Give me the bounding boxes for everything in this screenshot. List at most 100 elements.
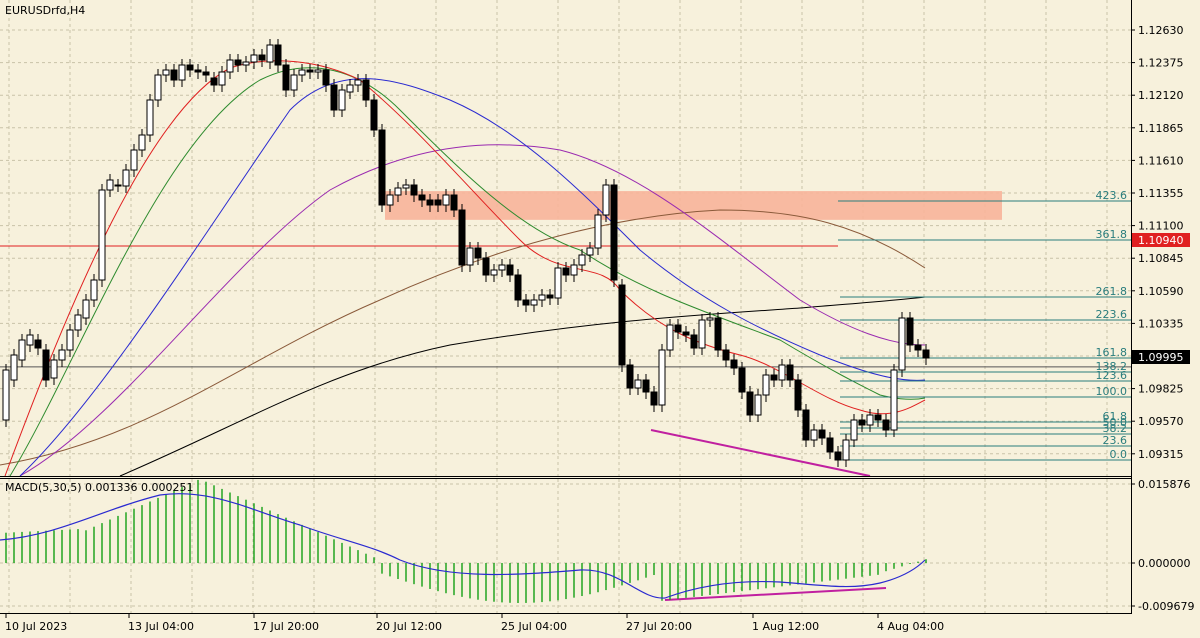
- macd-axis-label: -0.009679: [1138, 600, 1194, 613]
- candle: [586, 247, 594, 256]
- candle: [706, 317, 714, 321]
- candle: [26, 334, 34, 346]
- candle: [394, 187, 402, 196]
- candle: [786, 364, 794, 381]
- candle: [234, 59, 242, 66]
- candle: [58, 349, 66, 361]
- price-axis-label: 1.10590: [1138, 285, 1184, 298]
- moving-average-line: [19, 78, 926, 477]
- candle: [482, 257, 490, 276]
- candle: [506, 264, 514, 276]
- candle: [610, 184, 618, 281]
- candle: [322, 69, 330, 86]
- candle: [810, 429, 818, 441]
- price-axis-label: 1.12630: [1138, 24, 1184, 37]
- price-axis-label: 1.09315: [1138, 448, 1184, 461]
- grid: [0, 0, 1131, 613]
- divergence-line-price[interactable]: [650, 429, 871, 477]
- candle: [618, 284, 626, 366]
- moving-average-line: [0, 209, 926, 466]
- candle: [642, 379, 650, 393]
- candle: [98, 189, 106, 281]
- candle: [10, 354, 18, 381]
- candle: [730, 359, 738, 369]
- candle: [138, 134, 146, 151]
- candle: [170, 69, 178, 81]
- fib-level-label: 123.6: [1096, 369, 1128, 382]
- time-axis-label: 1 Aug 12:00: [752, 620, 819, 633]
- fib-level-label: 423.6: [1096, 189, 1128, 202]
- candle: [122, 169, 130, 187]
- candle: [866, 414, 874, 426]
- candle: [906, 317, 914, 346]
- candle: [802, 409, 810, 441]
- candle: [490, 269, 498, 276]
- price-axis-label: 1.09570: [1138, 415, 1184, 428]
- candle: [898, 317, 906, 371]
- fib-level-label: 50.0: [1103, 416, 1128, 429]
- candle: [74, 314, 82, 331]
- candle: [202, 71, 210, 76]
- candle: [162, 69, 170, 76]
- candle: [474, 247, 482, 259]
- candle: [282, 64, 290, 91]
- candle: [314, 69, 322, 73]
- candle: [178, 64, 186, 81]
- candle: [666, 324, 674, 351]
- time-axis-label: 20 Jul 12:00: [376, 620, 442, 633]
- candle: [50, 359, 58, 379]
- main-pane[interactable]: [0, 0, 1131, 476]
- fib-level-label: 23.6: [1103, 434, 1128, 447]
- divergence-line-macd[interactable]: [664, 587, 887, 601]
- time-axis-label: 10 Jul 2023: [5, 620, 67, 633]
- candle: [890, 369, 898, 431]
- fib-level-label: 261.8: [1096, 285, 1128, 298]
- candle: [778, 364, 786, 381]
- divergence-lines[interactable]: [650, 429, 887, 601]
- candle: [146, 99, 154, 136]
- macd-axis-label: 0.000000: [1138, 557, 1191, 570]
- candle: [66, 329, 74, 351]
- fib-level-label: 38.2: [1103, 422, 1128, 435]
- candle: [738, 367, 746, 393]
- candle: [634, 379, 642, 389]
- candle: [426, 199, 434, 206]
- candle: [34, 339, 42, 349]
- candle: [306, 69, 314, 73]
- candle: [874, 414, 882, 421]
- candle: [746, 391, 754, 416]
- moving-average-line: [19, 144, 926, 477]
- candle: [682, 331, 690, 336]
- candle: [298, 69, 306, 76]
- candle: [18, 339, 26, 361]
- candle: [106, 179, 114, 191]
- candle: [154, 74, 162, 101]
- time-axis-label: 27 Jul 20:00: [626, 620, 692, 633]
- candle: [626, 364, 634, 389]
- candle: [554, 267, 562, 299]
- fib-level-label: 138.2: [1096, 360, 1128, 373]
- fib-level-label: 361.8: [1096, 228, 1128, 241]
- current-price-tag: 1.09995: [1132, 350, 1190, 364]
- candle: [186, 64, 194, 71]
- candle: [402, 184, 410, 189]
- symbol-title: EURUSDrfd,H4: [5, 4, 85, 17]
- moving-average-line: [119, 296, 926, 477]
- candle: [834, 451, 842, 461]
- candle: [690, 334, 698, 349]
- time-axis: 10 Jul 2023 13 Jul 04:00 17 Jul 20:00 20 Ju…: [5, 613, 944, 633]
- time-axis-label: 25 Jul 04:00: [501, 620, 567, 633]
- candle: [242, 61, 250, 66]
- candle: [562, 267, 570, 276]
- supply-zone[interactable]: [385, 191, 1002, 220]
- price-axis-label: 1.11865: [1138, 122, 1184, 135]
- macd-axis: 0.015876 0.000000 -0.009679: [1131, 478, 1194, 613]
- time-axis-label: 17 Jul 20:00: [253, 620, 319, 633]
- candle: [546, 294, 554, 299]
- candle: [698, 319, 706, 349]
- price-axis-label: 1.12375: [1138, 57, 1184, 70]
- candle: [210, 77, 218, 86]
